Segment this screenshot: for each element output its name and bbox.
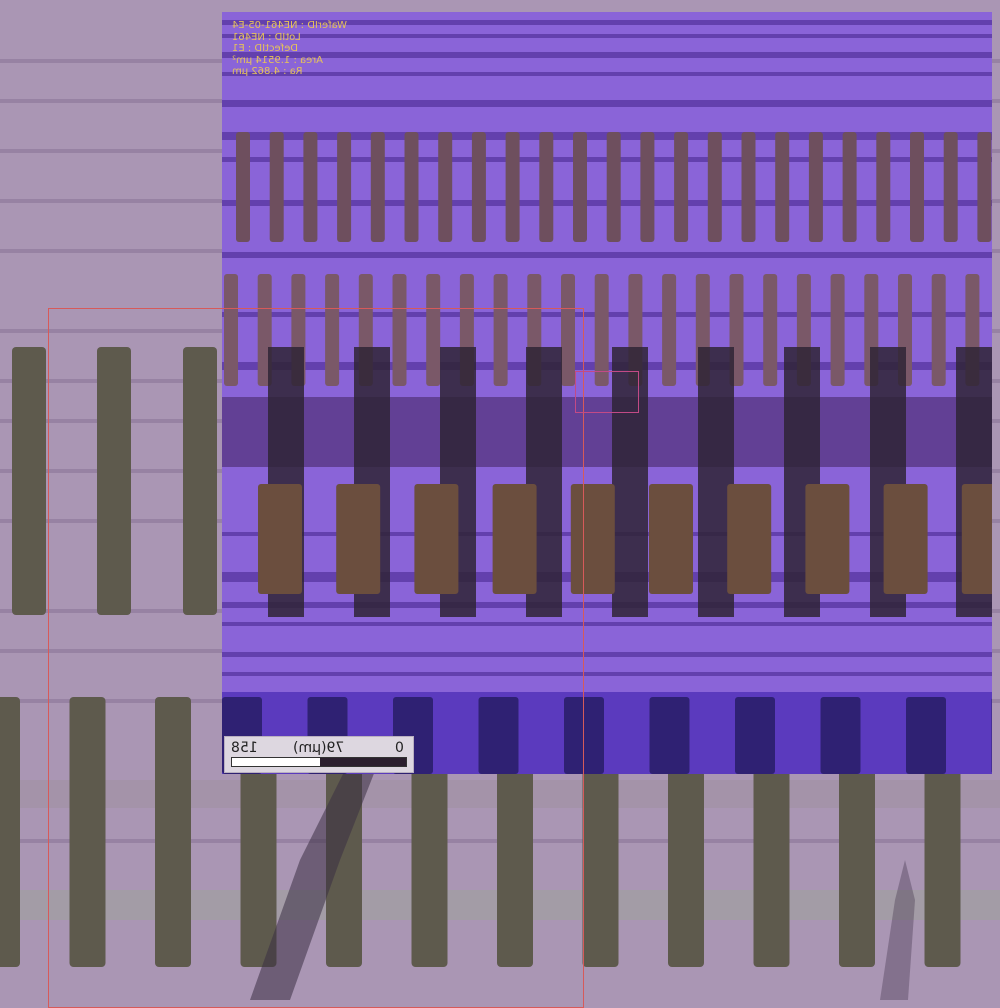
wafer-id-text: WaferID : NE461-05-E4 <box>232 20 348 31</box>
scale-strip-light <box>232 758 320 766</box>
area-text: Area : 1.9514 µm² <box>232 54 324 66</box>
scale-label-mid: 79(µm) <box>293 740 345 756</box>
defect-marker-box <box>575 371 639 413</box>
scale-label-max: 158 <box>231 740 258 756</box>
scale-strip-dark <box>320 758 406 766</box>
wafer-metadata: WaferID : NE461-05-E4 LotID : NE461 Defe… <box>232 20 982 78</box>
ra-text: Ra : 4.862 µm <box>232 66 303 77</box>
defect-id-text: DefectID : E1 <box>232 43 299 54</box>
lot-id-text: LotID : NE461 <box>232 31 301 43</box>
scale-strip <box>231 757 407 767</box>
scale-bar: 158 79(µm) 0 <box>224 736 414 773</box>
roi-outline <box>48 308 584 1008</box>
scale-label-zero: 0 <box>395 740 404 756</box>
overlay-inset-image <box>222 12 992 774</box>
